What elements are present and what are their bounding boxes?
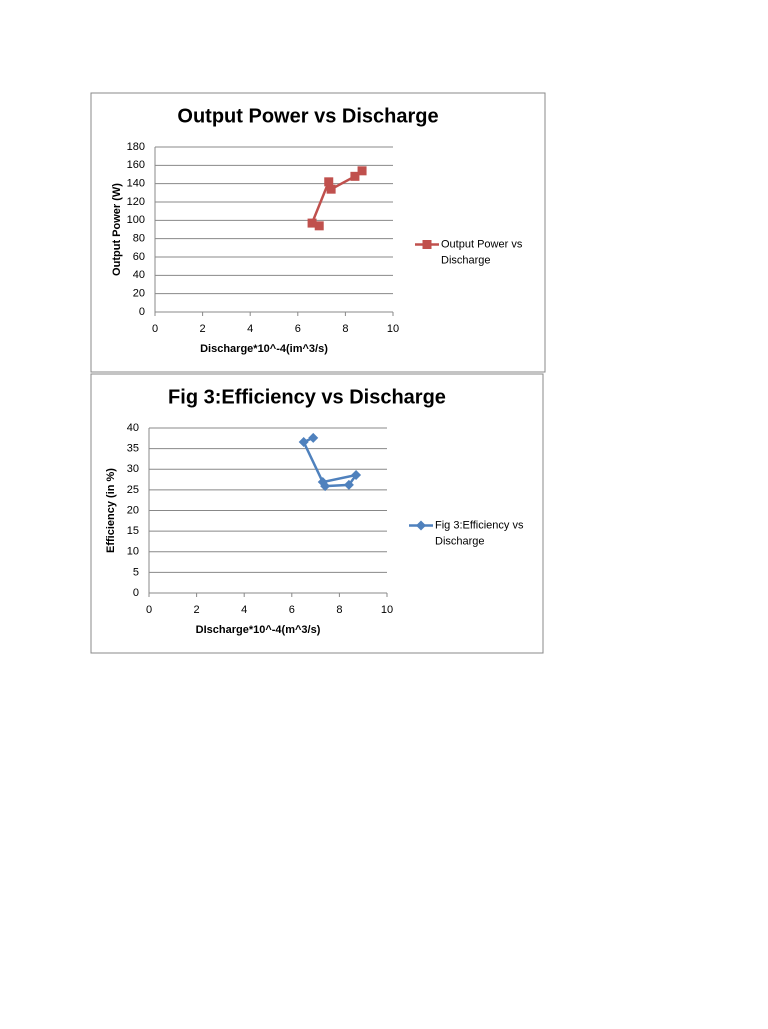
y-tick-label: 5 (133, 566, 139, 578)
legend-label-line: Fig 3:Efficiency vs (435, 519, 524, 531)
x-tick-label: 10 (387, 323, 399, 335)
x-tick-label: 10 (381, 604, 393, 616)
x-tick-label: 6 (295, 323, 301, 335)
chart-title: Fig 3:Efficiency vs Discharge (168, 386, 446, 408)
data-point (314, 221, 324, 231)
legend-marker (416, 520, 426, 531)
y-tick-label: 25 (127, 484, 139, 496)
y-tick-label: 0 (133, 587, 139, 599)
x-tick-label: 0 (152, 323, 158, 335)
x-tick-label: 2 (194, 604, 200, 616)
data-point (351, 470, 362, 481)
x-axis-label: Discharge*10^-4(im^3/s) (200, 343, 328, 355)
y-tick-label: 40 (133, 269, 145, 281)
x-tick-label: 4 (241, 604, 247, 616)
x-tick-label: 6 (289, 604, 295, 616)
legend-label-line: Output Power vs (441, 238, 523, 250)
y-tick-label: 180 (127, 141, 145, 153)
y-tick-label: 100 (127, 214, 145, 226)
data-point (326, 184, 336, 194)
legend-label: Fig 3:Efficiency vs Discharge (435, 519, 524, 547)
y-tick-label: 140 (127, 178, 145, 190)
y-tick-label: 15 (127, 525, 139, 537)
y-axis-label: Output Power (W) (111, 183, 123, 276)
y-tick-label: 20 (133, 288, 145, 300)
data-point (320, 481, 331, 492)
legend-label-line: Discharge (441, 254, 491, 266)
data-point (324, 177, 334, 187)
x-tick-label: 0 (146, 604, 152, 616)
chart-border (90, 92, 546, 373)
y-tick-label: 35 (127, 443, 139, 455)
y-tick-label: 0 (139, 306, 145, 318)
x-tick-label: 2 (200, 323, 206, 335)
data-point (308, 432, 319, 443)
legend-marker (422, 240, 432, 249)
y-tick-label: 30 (127, 463, 139, 475)
y-tick-label: 10 (127, 546, 139, 558)
y-axis-label: Efficiency (in %) (105, 468, 117, 553)
y-tick-label: 20 (127, 504, 139, 516)
legend-label: Output Power vs Discharge (441, 238, 523, 266)
y-tick-label: 60 (133, 251, 145, 263)
data-point (298, 437, 309, 448)
x-tick-label: 4 (247, 323, 253, 335)
data-point (343, 479, 354, 490)
y-tick-label: 120 (127, 196, 145, 208)
chart-border (90, 373, 544, 654)
data-point (307, 218, 317, 228)
y-tick-label: 80 (133, 233, 145, 245)
y-tick-label: 160 (127, 159, 145, 171)
x-tick-label: 8 (342, 323, 348, 335)
legend-label-line: Discharge (435, 535, 485, 547)
data-point (357, 166, 367, 176)
chart-title: Output Power vs Discharge (177, 105, 438, 127)
y-tick-label: 40 (127, 422, 139, 434)
x-tick-label: 8 (336, 604, 342, 616)
x-axis-label: DIscharge*10^-4(m^3/s) (196, 624, 321, 636)
data-point (350, 171, 360, 181)
